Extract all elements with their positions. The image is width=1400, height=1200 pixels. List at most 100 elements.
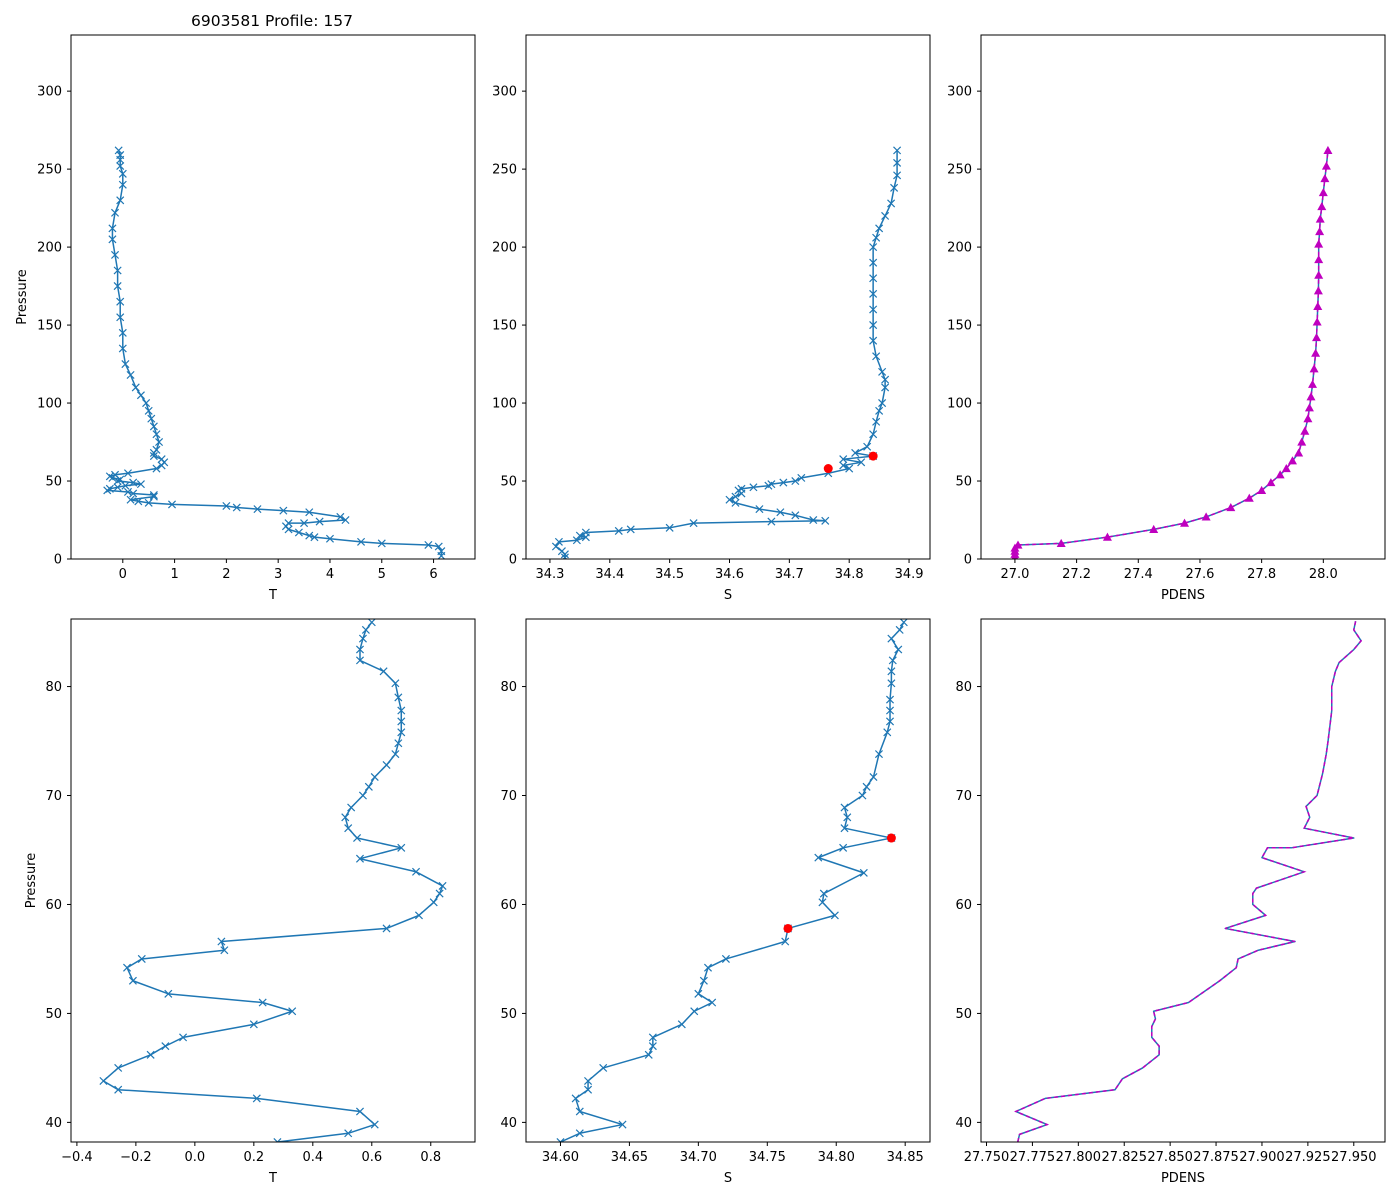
bottom-salinity-point	[858, 791, 867, 800]
top-salinity-point	[869, 243, 878, 252]
top-salinity-point	[779, 478, 788, 487]
bottom-salinity-point	[584, 1085, 593, 1094]
top-density-ytick-label: 300	[947, 85, 972, 100]
top-density-point	[1313, 301, 1323, 310]
bottom-salinity-flag-point	[886, 833, 896, 843]
top-salinity-point	[857, 458, 866, 467]
top-temperature-point	[118, 169, 127, 178]
top-temperature-ytick-label: 250	[37, 163, 62, 178]
bottom-density-xtick-label: 27.900	[1239, 1150, 1285, 1165]
top-density-point	[1266, 478, 1276, 487]
figure-title: 6903581 Profile: 157	[191, 12, 353, 30]
bottom-temperature-point	[252, 1094, 261, 1103]
top-salinity-point	[839, 455, 848, 464]
bottom-salinity-point	[859, 868, 868, 877]
bottom-density-xlabel: PDENS	[1161, 1171, 1205, 1186]
bottom-density-series-dashed-line	[1013, 621, 1363, 1142]
top-density-xtick-label: 27.0	[1000, 567, 1029, 582]
bottom-temperature-ylabel: Pressure	[24, 853, 39, 909]
top-salinity-point	[725, 495, 734, 504]
top-salinity-point	[581, 528, 590, 537]
top-temperature-point	[123, 487, 132, 496]
top-salinity-point	[881, 375, 890, 384]
top-density-series-dashed-line	[1014, 150, 1329, 558]
top-density-point	[1287, 456, 1297, 465]
top-density-ytick-label: 0	[964, 553, 972, 568]
top-salinity-point	[689, 519, 698, 528]
top-temperature-point	[152, 445, 161, 454]
top-salinity-point	[755, 505, 764, 514]
bottom-salinity-point	[895, 625, 904, 634]
top-temperature-point	[149, 422, 158, 431]
bottom-temperature-xtick-label: 0.0	[185, 1150, 206, 1165]
top-salinity-point	[893, 146, 902, 155]
bottom-salinity-xtick-label: 34.75	[749, 1150, 786, 1165]
top-temperature-point	[113, 266, 122, 275]
top-temperature-point	[113, 282, 122, 291]
top-salinity-ytick-label: 0	[509, 553, 517, 568]
top-salinity-series-line	[555, 150, 898, 558]
top-temperature-point	[424, 540, 433, 549]
top-temperature-point	[136, 480, 145, 489]
bottom-temperature-point	[114, 1063, 123, 1072]
top-temperature-point	[341, 515, 350, 525]
top-density-point	[1315, 214, 1325, 223]
bottom-salinity-point	[818, 898, 827, 907]
top-temperature-point	[144, 406, 153, 415]
bottom-temperature-point	[391, 750, 400, 759]
top-temperature-xtick-label: 5	[378, 567, 386, 582]
bottom-density-xtick-label: 27.825	[1101, 1150, 1147, 1165]
top-temperature-point	[305, 508, 314, 517]
top-temperature-point	[114, 146, 123, 155]
top-density-point	[1303, 414, 1313, 423]
bottom-temperature-panel: −0.4 −0.2 0.0 0.2 0.4 0.6 0.8 40 50 60 70 80 T Pressu…	[24, 618, 476, 1186]
top-temperature-point	[113, 483, 122, 492]
top-temperature-point	[118, 328, 127, 337]
bottom-salinity-point	[869, 772, 878, 782]
bottom-density-xtick-label: 27.925	[1285, 1150, 1331, 1165]
top-temperature-point	[147, 414, 156, 423]
bottom-salinity-point	[883, 728, 892, 737]
top-temperature-point	[118, 344, 127, 353]
top-temperature-point	[149, 452, 158, 461]
top-density-point	[1149, 524, 1159, 533]
top-density-point	[1297, 437, 1307, 446]
bottom-temperature-ytick-label: 80	[45, 680, 62, 695]
top-temperature-point	[155, 438, 164, 447]
top-density-point	[1317, 202, 1327, 211]
bottom-salinity-frame	[525, 618, 931, 1143]
top-density-point	[1013, 540, 1023, 549]
top-temperature-xlabel: T	[268, 588, 277, 603]
top-density-point	[1304, 403, 1314, 412]
top-density-xlabel: PDENS	[1161, 588, 1205, 603]
top-salinity-point	[554, 537, 563, 546]
bottom-salinity-xtick-label: 34.80	[818, 1150, 855, 1165]
bottom-temperature-point	[429, 898, 438, 907]
top-salinity-point	[869, 289, 878, 298]
bottom-density-xtick-label: 27.875	[1193, 1150, 1239, 1165]
bottom-salinity-point	[575, 1129, 584, 1138]
top-salinity-point	[737, 484, 746, 493]
bottom-temperature-ytick-label: 60	[45, 898, 62, 913]
top-salinity-point	[551, 542, 560, 551]
bottom-salinity-point	[888, 656, 897, 665]
bottom-density-ytick-label: 40	[955, 1116, 972, 1131]
bottom-temperature-point	[355, 645, 365, 654]
top-salinity-point	[872, 417, 881, 426]
top-density-xtick-label: 27.6	[1185, 567, 1214, 582]
top-temperature-xtick-label: 6	[429, 567, 437, 582]
top-salinity-xtick-label: 34.4	[595, 567, 624, 582]
top-salinity-point	[560, 553, 569, 559]
bottom-temperature-xtick-label: 0.6	[361, 1150, 382, 1165]
top-density-point	[1102, 532, 1112, 541]
bottom-salinity-point	[843, 813, 852, 822]
bottom-salinity-point	[644, 1050, 653, 1059]
top-density-point	[1294, 448, 1304, 457]
bottom-density-panel: 27.750 27.775 27.800 27.825 27.850 27.875 27.9…	[955, 618, 1386, 1186]
top-temperature-point	[310, 533, 319, 542]
top-temperature-point	[126, 370, 135, 380]
bottom-temperature-point	[397, 717, 406, 726]
top-density-point	[1312, 317, 1322, 326]
top-density-point	[1180, 518, 1190, 527]
bottom-salinity-point	[599, 1063, 608, 1072]
